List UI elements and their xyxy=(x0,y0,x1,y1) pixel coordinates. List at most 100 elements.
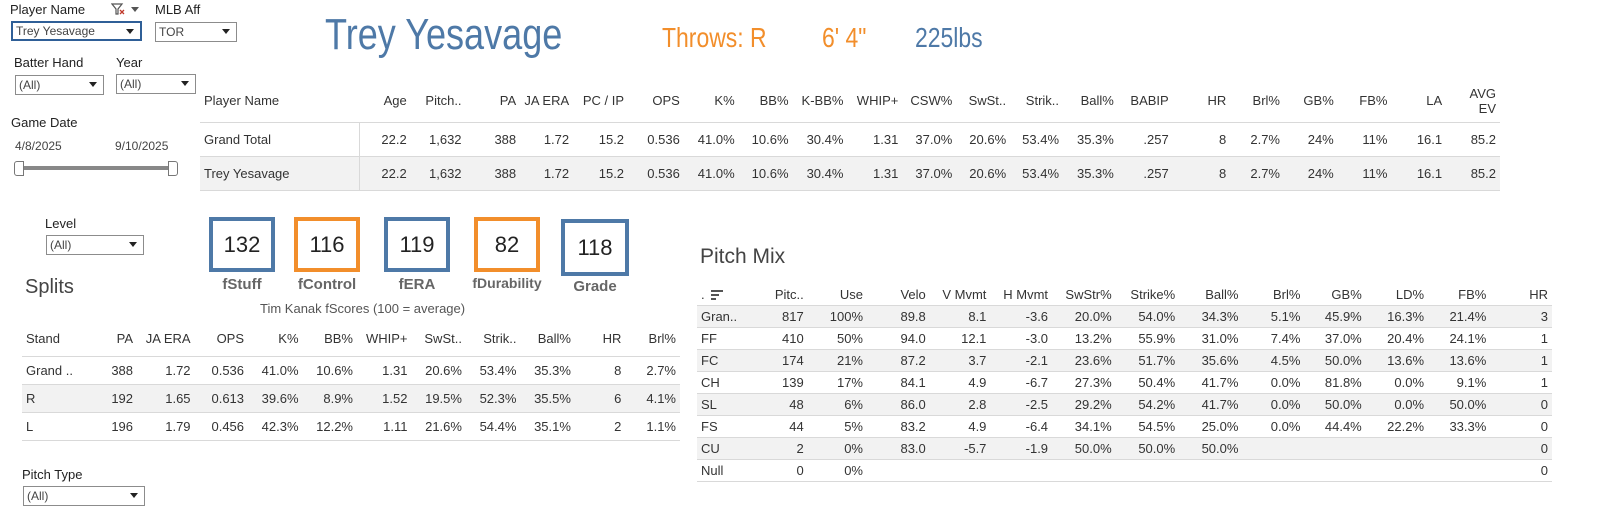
column-header[interactable]: FB% xyxy=(1458,286,1487,302)
table-cell: 13.2% xyxy=(1074,330,1112,346)
column-header[interactable]: K% xyxy=(278,331,299,347)
table-cell: 13.6% xyxy=(1387,352,1425,368)
pitch-mix-title: Pitch Mix xyxy=(700,245,786,268)
column-header[interactable]: LD% xyxy=(1395,286,1425,302)
table-cell: 1.11 xyxy=(383,418,408,434)
batter-hand-dropdown[interactable]: (All) xyxy=(15,75,104,95)
table-cell: 1.31 xyxy=(382,362,408,378)
player-name-dropdown[interactable]: Trey Yesavage xyxy=(11,21,142,41)
column-header[interactable]: Brl% xyxy=(1272,286,1301,302)
table-cell: -6.7 xyxy=(1025,374,1049,390)
clear-filter-button[interactable] xyxy=(110,2,141,18)
table-row: Null 0 0% 0 xyxy=(697,459,1552,481)
slider-end-handle[interactable] xyxy=(168,161,178,176)
table-cell: 0.0% xyxy=(1270,418,1301,434)
year-dropdown[interactable]: (All) xyxy=(116,74,196,94)
column-header[interactable]: Pitc.. xyxy=(774,286,804,302)
table-cell: 54.2% xyxy=(1138,396,1176,412)
column-header[interactable]: Player Name xyxy=(204,93,280,109)
column-header[interactable]: Ball% xyxy=(537,331,571,347)
sort-icon xyxy=(711,290,724,301)
column-header[interactable]: SwSt.. xyxy=(424,331,462,347)
column-header[interactable]: JA ERA xyxy=(524,93,570,109)
table-cell: 35.5% xyxy=(534,390,571,406)
pitch-type-value: (All) xyxy=(27,489,49,503)
table-cell: 8 xyxy=(1219,165,1227,181)
table-cell: 388 xyxy=(494,131,517,147)
table-cell: 1.65 xyxy=(165,390,191,406)
table-cell: 35.3% xyxy=(534,362,571,378)
table-cell: 11% xyxy=(1362,165,1388,181)
column-header[interactable]: BB% xyxy=(759,93,789,109)
column-header[interactable]: Ball% xyxy=(1080,93,1114,109)
column-header[interactable]: GB% xyxy=(1303,93,1334,109)
column-header[interactable]: SwSt.. xyxy=(968,93,1007,109)
column-header[interactable]: JA ERA xyxy=(145,331,191,347)
table-cell: 0% xyxy=(844,440,863,456)
column-header[interactable]: H Mvmt xyxy=(1003,286,1049,302)
year-filter-label: Year xyxy=(116,55,143,70)
column-header[interactable]: Strik.. xyxy=(483,331,517,347)
table-cell xyxy=(867,459,930,481)
column-header[interactable]: PC / IP xyxy=(582,93,625,109)
sort-column-header[interactable]: . xyxy=(697,284,758,305)
column-header[interactable]: V Mvmt xyxy=(942,286,987,302)
column-header[interactable]: WHIP+ xyxy=(856,93,899,109)
column-header[interactable]: OPS xyxy=(216,331,245,347)
game-date-slider[interactable] xyxy=(14,160,180,178)
level-dropdown[interactable]: (All) xyxy=(46,235,144,255)
slider-start-handle[interactable] xyxy=(14,161,24,176)
column-header[interactable]: Brl% xyxy=(1252,93,1280,109)
pitch-type-dropdown[interactable]: (All) xyxy=(23,486,145,506)
column-header[interactable]: PA xyxy=(499,93,517,109)
table-cell: 1,632 xyxy=(429,165,462,181)
column-header[interactable]: Strik.. xyxy=(1025,93,1060,109)
column-header[interactable]: HR xyxy=(1207,93,1227,109)
column-header[interactable]: Brl% xyxy=(648,331,676,347)
table-cell: 51.7% xyxy=(1138,352,1176,368)
table-cell xyxy=(1428,459,1490,481)
pitch-type-filter-label: Pitch Type xyxy=(22,467,83,482)
column-header[interactable]: K% xyxy=(714,93,735,109)
table-cell: 45.9% xyxy=(1324,308,1362,324)
column-header[interactable]: PA xyxy=(116,331,134,347)
column-header[interactable]: GB% xyxy=(1331,286,1362,302)
table-cell: 27.3% xyxy=(1074,374,1112,390)
column-header[interactable]: Age xyxy=(383,93,407,109)
mlb-aff-filter-label: MLB Aff xyxy=(155,2,201,17)
column-header[interactable]: Use xyxy=(839,286,863,302)
table-row: L 196 1.79 0.456 42.3% 12.2% 1.11 21.6% … xyxy=(22,412,680,440)
table-cell: 2.7% xyxy=(646,362,676,378)
column-header[interactable]: K-BB% xyxy=(801,93,844,109)
table-cell: 4.5% xyxy=(1270,352,1301,368)
column-header[interactable]: BABIP xyxy=(1130,93,1169,109)
table-cell: 0.0% xyxy=(1394,396,1425,412)
column-header[interactable]: LA xyxy=(1426,93,1443,109)
chevron-down-icon xyxy=(129,242,137,247)
column-header[interactable]: BB% xyxy=(324,331,353,347)
column-header[interactable]: Stand xyxy=(26,331,60,347)
column-header[interactable]: HR xyxy=(1529,286,1548,302)
column-header[interactable]: Strike% xyxy=(1130,286,1176,302)
mlb-aff-dropdown[interactable]: TOR xyxy=(155,22,237,42)
column-header[interactable]: AVG EV xyxy=(1469,85,1497,116)
table-cell: 7.4% xyxy=(1270,330,1301,346)
column-header[interactable]: FB% xyxy=(1359,93,1388,109)
column-header[interactable]: Ball% xyxy=(1205,286,1239,302)
table-cell: -5.7 xyxy=(964,440,987,456)
fdurability-score-box: 82 xyxy=(474,217,540,272)
column-header[interactable]: SwStr% xyxy=(1065,286,1112,302)
fcontrol-label: fControl xyxy=(297,276,357,293)
column-header[interactable]: CSW% xyxy=(910,93,953,109)
table-cell: 48 xyxy=(789,396,804,412)
table-cell: 3.7 xyxy=(968,352,987,368)
column-header[interactable]: WHIP+ xyxy=(365,331,408,347)
column-header[interactable]: Pitch.. xyxy=(425,93,462,109)
column-header[interactable]: OPS xyxy=(652,93,680,109)
table-cell: 174 xyxy=(782,352,804,368)
table-cell: 53.4% xyxy=(1022,165,1060,181)
column-header[interactable]: HR xyxy=(602,331,622,347)
column-header[interactable]: Velo xyxy=(900,286,926,302)
splits-table: Stand PA JA ERA OPS K% BB% WHIP+ SwSt.. … xyxy=(22,322,680,441)
table-cell: 388 xyxy=(111,362,134,378)
